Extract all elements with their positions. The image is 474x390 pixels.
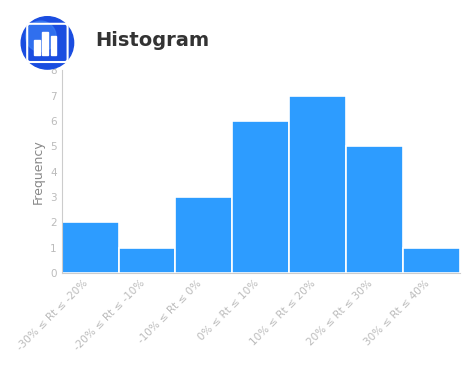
Bar: [62, 222, 118, 273]
Bar: [43, 32, 48, 55]
Bar: [289, 96, 346, 273]
Bar: [34, 40, 40, 55]
Bar: [232, 121, 289, 273]
Bar: [118, 248, 175, 273]
Circle shape: [26, 21, 56, 51]
Bar: [403, 248, 460, 273]
Y-axis label: Frequency: Frequency: [32, 139, 45, 204]
Bar: [346, 146, 403, 273]
Bar: [51, 36, 56, 55]
Text: Histogram: Histogram: [95, 32, 209, 50]
Circle shape: [21, 17, 73, 69]
Bar: [175, 197, 232, 273]
